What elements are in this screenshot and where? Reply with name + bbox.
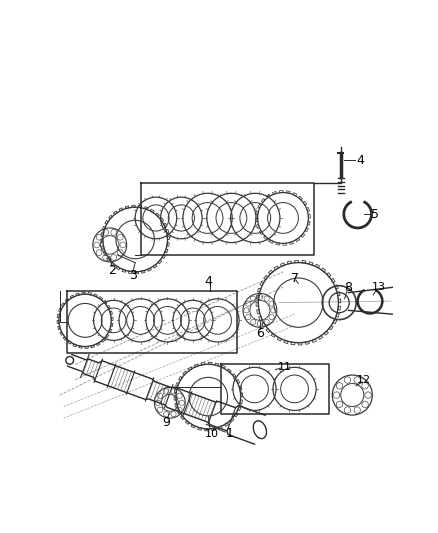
Text: 7: 7 [290, 271, 299, 285]
Text: 2: 2 [108, 264, 116, 277]
Text: 4: 4 [205, 274, 212, 288]
Text: 10: 10 [205, 429, 219, 439]
Text: 6: 6 [256, 327, 264, 340]
Text: 9: 9 [162, 416, 170, 429]
Text: 1: 1 [226, 427, 234, 440]
Text: 11: 11 [278, 361, 292, 372]
Text: 5: 5 [371, 208, 379, 221]
Text: 13: 13 [372, 282, 386, 292]
Text: 3: 3 [129, 269, 137, 282]
Text: 8: 8 [344, 281, 353, 294]
Text: 12: 12 [357, 375, 371, 385]
Text: 4: 4 [356, 154, 364, 167]
